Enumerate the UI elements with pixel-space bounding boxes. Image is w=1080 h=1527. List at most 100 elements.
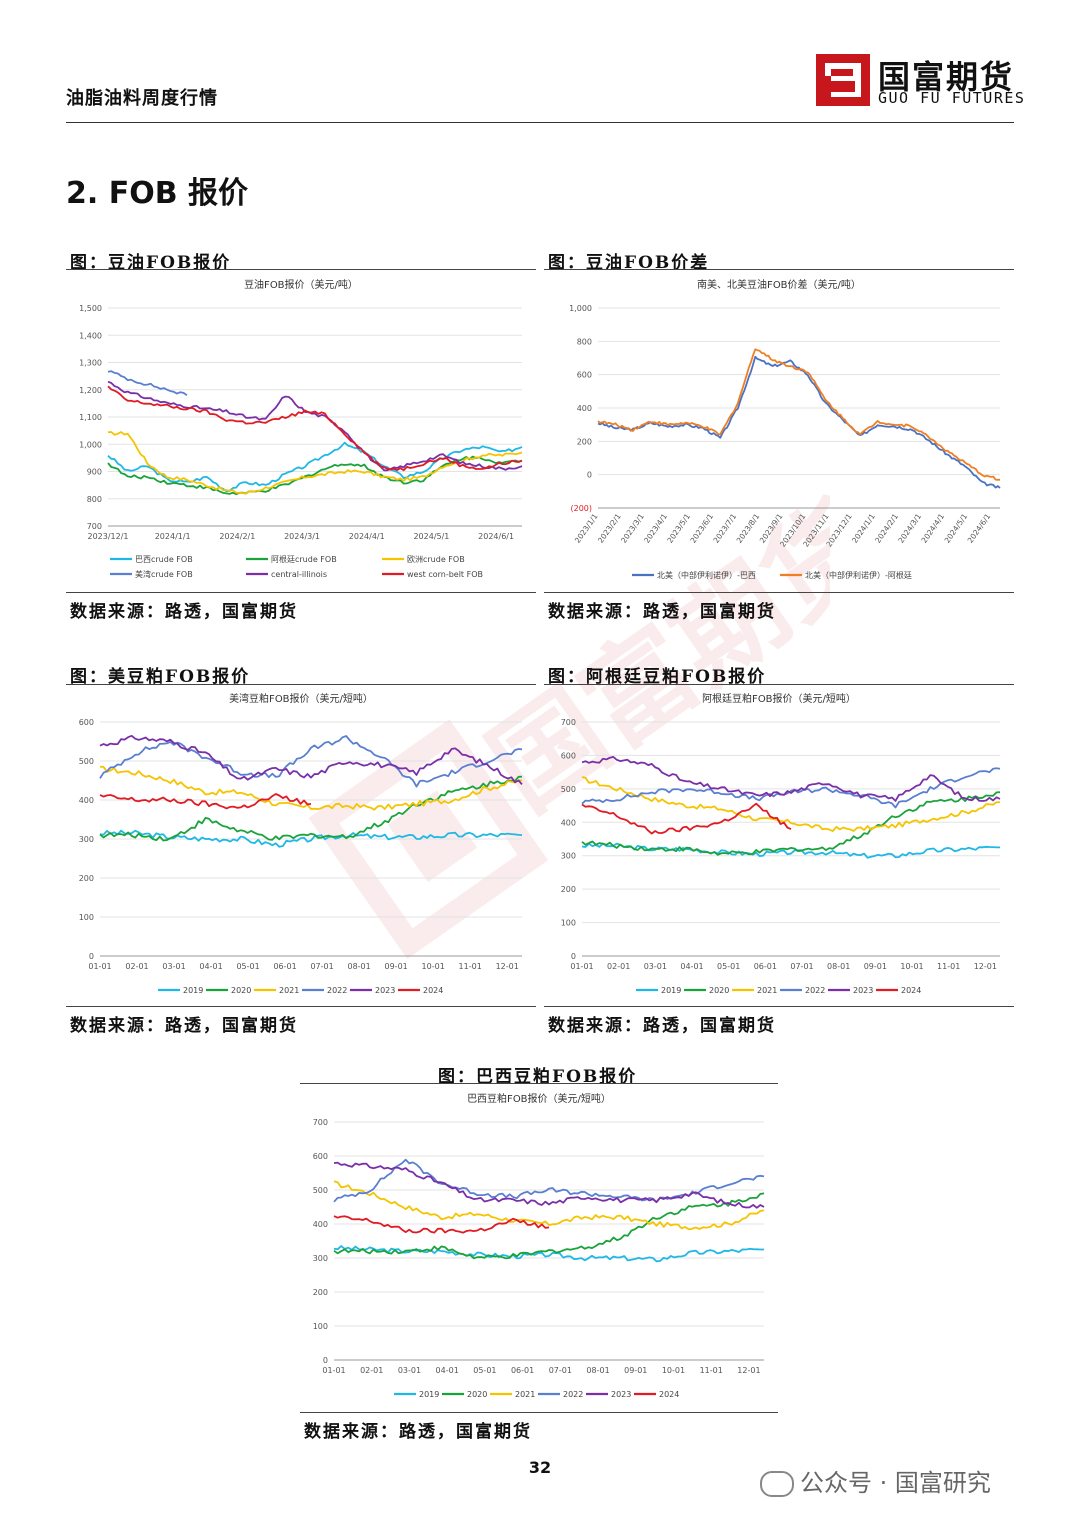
- y-tick-label: 0: [571, 952, 576, 961]
- y-tick-label: 1,200: [79, 386, 102, 395]
- figure-caption: 图：美豆粕FOB报价: [70, 667, 251, 687]
- chart-soyoil-fob: 豆油FOB报价（美元/吨） 700 800 900 1,000 1,100 1,200 1,3…: [79, 278, 523, 579]
- y-tick-label: 400: [313, 1220, 328, 1229]
- figure-rule: [544, 592, 1014, 593]
- x-tick-label: 06-01: [511, 1366, 534, 1375]
- x-tick-label: 09-01: [624, 1366, 647, 1375]
- legend-label: 2020: [231, 986, 251, 995]
- legend-label: 阿根廷crude FOB: [271, 554, 337, 564]
- legend-label: 2021: [757, 986, 777, 995]
- x-tick-label: 11-01: [459, 962, 482, 971]
- x-tick-label: 2023/12/1: [87, 532, 128, 541]
- y-tick-label: 700: [561, 718, 576, 727]
- x-tick-label: 12-01: [974, 962, 997, 971]
- figure-rule: [300, 1412, 778, 1413]
- x-tick-label: 09-01: [864, 962, 887, 971]
- legend-label: central-illinois: [271, 570, 327, 579]
- y-tick-label: 700: [87, 522, 102, 531]
- y-tick-label: 200: [79, 874, 94, 883]
- y-tick-label: 900: [87, 468, 102, 477]
- wechat-account-label: 公众号 · 国富研究: [760, 1463, 991, 1498]
- y-tick-label: 800: [577, 337, 592, 346]
- legend-label: 2023: [611, 1390, 631, 1399]
- data-source: 数据来源：路透，国富期货: [548, 602, 776, 622]
- legend-label: 2019: [183, 986, 203, 995]
- series-line: [107, 431, 523, 495]
- x-tick-label: 01-01: [88, 962, 111, 971]
- y-tick-label: (200): [570, 504, 592, 513]
- series-line: [597, 348, 1001, 481]
- data-source: 数据来源：路透，国富期货: [548, 1016, 776, 1036]
- chart-soyoil-spread: 南美、北美豆油FOB价差（美元/吨） (200) 0 200 400 600 800 1,00…: [569, 278, 1001, 580]
- series-line: [333, 1161, 765, 1209]
- legend-label: 2021: [279, 986, 299, 995]
- x-tick-label: 03-01: [162, 962, 185, 971]
- header-divider: [66, 122, 1014, 123]
- x-tick-label: 08-01: [827, 962, 850, 971]
- y-tick-label: 300: [313, 1254, 328, 1263]
- legend-label: 2021: [515, 1390, 535, 1399]
- wechat-icon: [760, 1471, 794, 1497]
- legend-label: 2023: [853, 986, 873, 995]
- series-line: [581, 767, 1001, 809]
- legend-label: 2024: [901, 986, 921, 995]
- figure-rule: [544, 684, 1014, 685]
- chart-title: 美湾豆粕FOB报价（美元/短吨）: [229, 692, 373, 705]
- figure-caption: 图：豆油FOB报价: [70, 253, 232, 273]
- logo-en-text: GUO FU FUTURES: [878, 89, 1026, 107]
- x-tick-label: 11-01: [937, 962, 960, 971]
- chart-title: 南美、北美豆油FOB价差（美元/吨）: [697, 278, 861, 291]
- x-tick-label: 02-01: [360, 1366, 383, 1375]
- x-tick-label: 2024/5/1: [413, 532, 449, 541]
- chart-us-meal-fob: 美湾豆粕FOB报价（美元/短吨） 0 100 200 300 400 500 600 01-01…: [79, 692, 523, 995]
- x-tick-label: 03-01: [398, 1366, 421, 1375]
- y-tick-label: 400: [79, 796, 94, 805]
- y-tick-label: 300: [79, 835, 94, 844]
- legend-label: 北美（中部伊利诺伊）-阿根廷: [805, 570, 912, 580]
- x-tick-label: 2024/1/1: [155, 532, 191, 541]
- series-line: [99, 734, 523, 786]
- legend-label: 2024: [659, 1390, 679, 1399]
- y-tick-label: 100: [313, 1322, 328, 1331]
- x-tick-label: 04-01: [680, 962, 703, 971]
- watermark-logo: 国富期货: [308, 477, 830, 959]
- y-tick-label: 1,000: [569, 304, 592, 313]
- x-tick-label: 12-01: [737, 1366, 760, 1375]
- series-line: [581, 791, 1001, 856]
- x-tick-label: 10-01: [900, 962, 923, 971]
- legend-label: 北美（中部伊利诺伊）-巴西: [657, 570, 756, 580]
- y-tick-label: 600: [561, 751, 576, 760]
- x-tick-label: 05-01: [473, 1366, 496, 1375]
- series-line: [107, 380, 523, 472]
- x-tick-label: 08-01: [586, 1366, 609, 1375]
- x-tick-label: 04-01: [436, 1366, 459, 1375]
- x-tick-label: 2024/4/1: [349, 532, 385, 541]
- legend-label: 2022: [805, 986, 825, 995]
- y-tick-label: 1,100: [79, 413, 102, 422]
- y-tick-label: 100: [79, 913, 94, 922]
- figure-caption: 图：豆油FOB价差: [548, 253, 710, 273]
- chart-panel: 巴西豆粕FOB报价（美元/短吨） 0 100 200 300 400 500 600 700 01…: [300, 1086, 778, 1408]
- y-tick-label: 400: [577, 404, 592, 413]
- y-tick-label: 700: [313, 1118, 328, 1127]
- chart-brazil-meal-fob: 巴西豆粕FOB报价（美元/短吨） 0 100 200 300 400 500 600 700 01…: [313, 1092, 765, 1399]
- chart-panel: 豆油FOB报价（美元/吨） 700 800 900 1,000 1,100 1,200 1,3…: [66, 272, 536, 590]
- y-tick-label: 600: [577, 371, 592, 380]
- x-tick-label: 07-01: [549, 1366, 572, 1375]
- figure-rule: [544, 1006, 1014, 1007]
- x-tick-label: 2024/6/1: [966, 512, 993, 545]
- y-tick-label: 500: [313, 1186, 328, 1195]
- legend-label: 2019: [419, 1390, 439, 1399]
- y-tick-label: 0: [323, 1356, 328, 1365]
- x-tick-label: 09-01: [385, 962, 408, 971]
- x-tick-label: 02-01: [607, 962, 630, 971]
- y-tick-label: 200: [577, 437, 592, 446]
- chart-title: 豆油FOB报价（美元/吨）: [244, 278, 358, 291]
- series-line: [333, 1158, 765, 1203]
- y-tick-label: 1,000: [79, 440, 102, 449]
- chart-title: 巴西豆粕FOB报价（美元/短吨）: [467, 1092, 611, 1105]
- legend-label: 2024: [423, 986, 443, 995]
- y-tick-label: 600: [313, 1152, 328, 1161]
- data-source: 数据来源：路透，国富期货: [70, 1016, 298, 1036]
- series-line: [597, 355, 1001, 489]
